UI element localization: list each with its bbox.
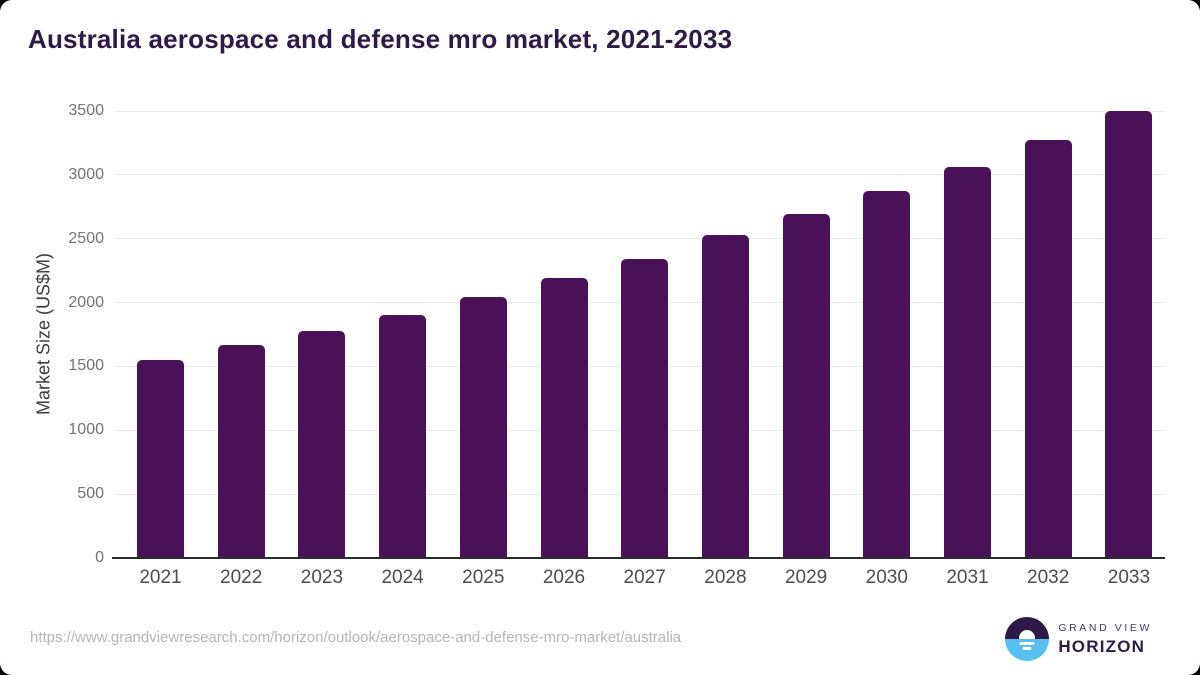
- plot-area: [112, 110, 1165, 559]
- y-axis-tick-labels: 0 500 1000 1500 2000 2500 3000 3500: [0, 102, 104, 566]
- bar-2022: [217, 345, 265, 558]
- bar-2031: [944, 167, 991, 558]
- bar-2033: [1105, 111, 1153, 558]
- bar-2021: [137, 360, 184, 558]
- chart-title: Australia aerospace and defense mro mark…: [28, 24, 733, 54]
- x-tick-label-2033: 2033: [1107, 567, 1151, 588]
- x-tick-label-2021: 2021: [139, 567, 182, 588]
- source-url: https://www.grandviewresearch.com/horizo…: [30, 629, 682, 646]
- x-tick-label-2029: 2029: [784, 567, 828, 588]
- bar-2032: [1024, 140, 1072, 558]
- logo-sun-arch: [1019, 630, 1036, 639]
- y-tick-label-500: 500: [77, 485, 104, 503]
- y-gridline-3500: [115, 110, 1165, 112]
- logo-wordmark: GRAND VIEW HORIZON: [1058, 622, 1152, 657]
- x-tick-label-2030: 2030: [865, 567, 908, 588]
- bar-2024: [379, 315, 427, 558]
- x-tick-label-2023: 2023: [300, 567, 344, 588]
- bar-2027: [621, 258, 669, 558]
- x-tick-label-2026: 2026: [542, 567, 586, 588]
- x-tick-label-2025: 2025: [462, 567, 505, 588]
- y-tick-label-1500: 1500: [68, 357, 104, 375]
- x-tick-label-2022: 2022: [220, 567, 263, 588]
- x-tick-label-2027: 2027: [623, 567, 666, 588]
- y-tick-label-2500: 2500: [68, 229, 104, 247]
- logo-sea-half: [1005, 639, 1050, 661]
- y-tick-label-2000: 2000: [68, 293, 104, 311]
- y-gridline-2500: [115, 238, 1165, 240]
- y-tick-label-3000: 3000: [68, 165, 104, 183]
- logo-sky-half: [1005, 617, 1050, 639]
- logo-horizon-text: HORIZON: [1058, 636, 1146, 656]
- logo-grand-view-text: GRAND VIEW: [1058, 621, 1152, 634]
- y-tick-label-3500: 3500: [68, 102, 104, 119]
- x-axis-line: [112, 557, 1165, 559]
- x-tick-label-2032: 2032: [1027, 567, 1070, 588]
- grand-view-horizon-logo: GRAND VIEW HORIZON: [1005, 617, 1152, 661]
- x-tick-label-2028: 2028: [704, 567, 747, 588]
- y-tick-label-0: 0: [95, 549, 104, 566]
- y-gridline-3000: [115, 174, 1165, 176]
- bar-2030: [863, 191, 911, 558]
- y-tick-label-1000: 1000: [68, 421, 104, 439]
- logo-reflection-line-2: [1022, 647, 1032, 650]
- x-axis-tick-labels: 2021 2022 2023 2024 2025 2026 2027 2028 2029 2030…: [115, 567, 1165, 593]
- bar-2028: [701, 234, 749, 558]
- x-tick-label-2031: 2031: [946, 567, 989, 588]
- bar-2023: [298, 331, 346, 558]
- logo-reflection-line-1: [1019, 642, 1035, 645]
- x-tick-label-2024: 2024: [381, 567, 424, 588]
- bar-2026: [540, 278, 588, 558]
- horizon-sunrise-icon: [1005, 617, 1050, 661]
- bar-2025: [459, 297, 507, 558]
- bar-2029: [782, 214, 830, 558]
